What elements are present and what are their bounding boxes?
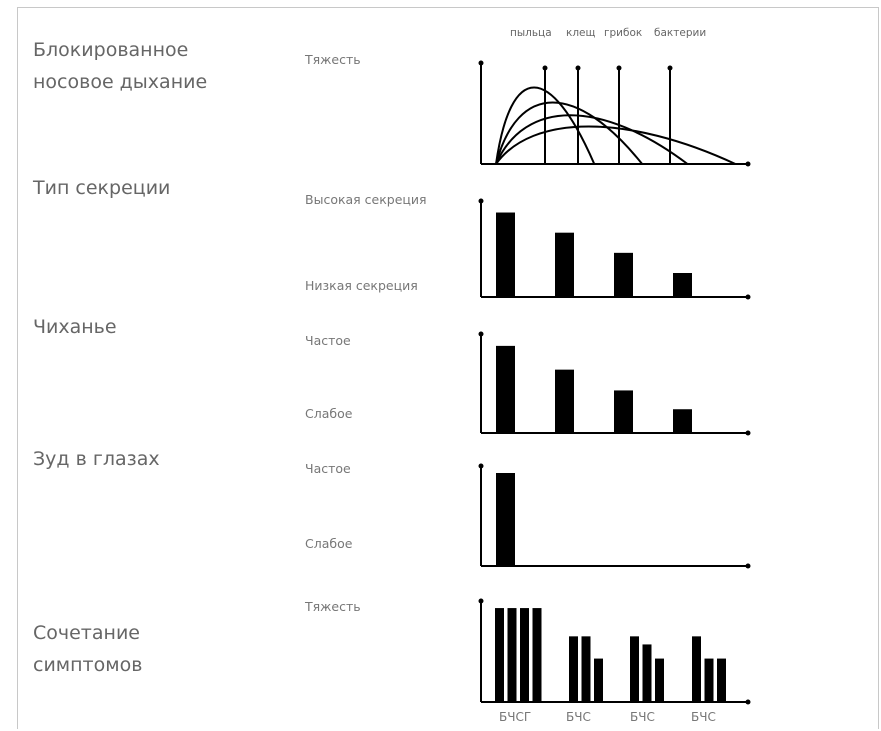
category-blocked-line2: носовое дыхание <box>33 71 208 93</box>
itch-bar-1 <box>496 473 515 566</box>
secretion-y-arrow <box>478 198 484 204</box>
label-sneeze-frequent: Частое <box>305 333 351 348</box>
legend-pollen: пыльца <box>510 27 552 39</box>
legend-fungus: грибок <box>604 27 643 39</box>
sneezing-bar-4 <box>673 409 692 433</box>
content-frame <box>17 7 879 729</box>
line-chart-x-arrow <box>745 161 751 167</box>
itch-x-arrow <box>745 563 751 569</box>
combo-x-arrow <box>745 699 751 705</box>
combo-bar-g2-1 <box>569 636 578 702</box>
sneezing-y-arrow <box>478 331 484 337</box>
chart-blocked-breathing <box>478 60 751 167</box>
chart-secretion <box>478 198 751 300</box>
x-label-bchs-3: БЧС <box>691 710 716 724</box>
category-blocked-breathing: Блокированное носовое дыхание <box>33 34 207 98</box>
category-blocked-line1: Блокированное <box>33 39 189 61</box>
combo-bar-g2-2 <box>581 636 591 702</box>
series-line-3 <box>495 114 689 165</box>
legend-mite: клещ <box>566 27 596 39</box>
marker-arrow-1 <box>542 65 548 71</box>
sneezing-bar-1 <box>496 345 515 433</box>
category-itch: Зуд в глазах <box>33 448 160 470</box>
combo-bar-g3-2 <box>642 644 652 702</box>
x-label-bchs-1: БЧС <box>566 710 591 724</box>
combo-bar-g3-3 <box>655 658 664 702</box>
secretion-bar-3 <box>614 252 633 297</box>
secretion-bar-1 <box>496 212 515 297</box>
category-sneezing: Чиханье <box>33 316 117 338</box>
chart-combination <box>478 598 751 705</box>
secretion-bar-4 <box>673 273 692 297</box>
combo-bar-g3-1 <box>630 636 639 702</box>
secretion-bar-2 <box>555 232 574 297</box>
combo-bar-g1-4 <box>532 608 542 702</box>
combo-bar-g4-3 <box>717 658 726 702</box>
combo-bar-g4-1 <box>692 636 701 702</box>
category-combination: Сочетание симптомов <box>33 617 142 681</box>
combo-y-arrow <box>478 598 484 604</box>
sneezing-bar-2 <box>555 369 574 433</box>
series-line-4 <box>495 125 736 165</box>
combo-bar-g4-2 <box>704 658 714 702</box>
chart-sneezing <box>478 331 751 436</box>
sneezing-x-arrow <box>745 430 751 436</box>
itch-y-arrow <box>478 463 484 469</box>
combo-bar-g1-2 <box>507 608 517 702</box>
legend-bacteria: бактерии <box>654 27 707 39</box>
secretion-x-arrow <box>745 294 751 300</box>
label-low-secretion: Низкая секреция <box>305 278 418 293</box>
marker-arrow-3 <box>616 65 622 71</box>
series-line-2 <box>495 101 643 165</box>
combo-bar-g1-1 <box>495 608 504 702</box>
marker-arrow-2 <box>575 65 581 71</box>
combo-bar-g1-3 <box>520 608 529 702</box>
marker-arrow-4 <box>667 65 673 71</box>
category-combo-line1: Сочетание <box>33 622 140 644</box>
x-label-bchs-2: БЧС <box>630 710 655 724</box>
label-severity-combo: Тяжесть <box>305 599 361 614</box>
label-itch-frequent: Частое <box>305 461 351 476</box>
label-itch-weak: Слабое <box>305 536 353 551</box>
label-sneeze-weak: Слабое <box>305 406 353 421</box>
line-chart-y-arrow <box>478 60 484 66</box>
sneezing-bar-3 <box>614 390 633 433</box>
combo-bar-g2-3 <box>594 658 603 702</box>
category-secretion: Тип секреции <box>33 177 171 199</box>
chart-itch <box>478 463 751 569</box>
label-severity-top: Тяжесть <box>305 52 361 67</box>
x-label-bchsg: БЧСГ <box>499 710 532 724</box>
category-combo-line2: симптомов <box>33 654 143 676</box>
label-high-secretion: Высокая секреция <box>305 192 427 207</box>
